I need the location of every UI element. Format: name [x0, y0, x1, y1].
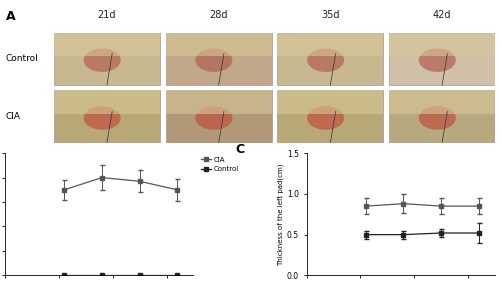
Bar	[389, 33, 495, 85]
Text: 21d: 21d	[98, 10, 116, 20]
Ellipse shape	[84, 106, 120, 130]
Ellipse shape	[196, 106, 232, 130]
Text: A: A	[6, 10, 16, 23]
Text: C: C	[235, 143, 244, 156]
Text: 35d: 35d	[321, 10, 340, 20]
Text: CIA: CIA	[6, 112, 21, 121]
Ellipse shape	[84, 48, 120, 72]
Text: Control: Control	[6, 54, 38, 63]
Bar	[166, 33, 272, 85]
Bar	[389, 90, 495, 143]
Text: 42d: 42d	[433, 10, 452, 20]
Bar	[166, 33, 272, 56]
Bar	[278, 33, 384, 85]
Bar	[166, 90, 272, 143]
Ellipse shape	[307, 48, 344, 72]
Bar	[278, 90, 384, 143]
Ellipse shape	[419, 48, 456, 72]
Bar	[54, 90, 160, 143]
Text: 28d: 28d	[210, 10, 228, 20]
Bar	[389, 90, 495, 114]
Bar	[54, 33, 160, 56]
Ellipse shape	[307, 106, 344, 130]
Bar	[389, 33, 495, 56]
Legend: CIA, Control: CIA, Control	[200, 157, 239, 172]
Y-axis label: Thickness of the left pad(cm): Thickness of the left pad(cm)	[278, 163, 284, 266]
Bar	[278, 33, 384, 56]
Bar	[54, 90, 160, 114]
Ellipse shape	[196, 48, 232, 72]
Bar	[54, 33, 160, 85]
Bar	[278, 90, 384, 114]
Bar	[166, 90, 272, 114]
Ellipse shape	[419, 106, 456, 130]
